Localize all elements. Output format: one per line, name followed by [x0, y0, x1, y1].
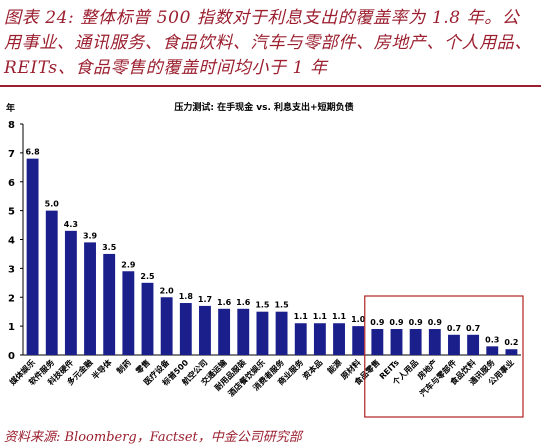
chart-title: 压力测试: 在手现金 vs. 利息支出+短期负债: [174, 101, 353, 113]
bar: [84, 242, 96, 355]
data-label: 0.9: [428, 318, 443, 327]
bar: [352, 326, 365, 355]
data-label: 2.9: [121, 260, 136, 269]
bar: [45, 210, 58, 355]
bar: [275, 311, 288, 355]
y-tick-label: 3: [8, 264, 15, 275]
data-label: 1.5: [255, 301, 270, 310]
bar: [179, 303, 192, 355]
bar: [333, 323, 345, 355]
data-label: 0.7: [447, 324, 461, 333]
data-label: 1.0: [351, 315, 366, 324]
category-label: 制药: [114, 357, 132, 375]
data-label: 1.8: [179, 292, 194, 301]
y-axis-unit: 年: [6, 102, 15, 114]
source-note: 资料来源: Bloomberg，Factset，中金公司研究部: [4, 430, 302, 445]
category-label: 半导体: [90, 357, 115, 382]
data-label: 3.9: [83, 231, 98, 240]
data-label: 1.7: [198, 295, 212, 304]
y-tick-label: 0: [8, 351, 15, 362]
data-label: 5.0: [45, 200, 60, 209]
bar: [371, 329, 384, 355]
highlight-group: [364, 295, 524, 418]
y-tick-label: 6: [8, 178, 15, 189]
bar: [26, 158, 39, 355]
bar: [64, 230, 77, 355]
data-label: 4.3: [64, 220, 78, 229]
y-tick-label: 4: [8, 236, 15, 247]
bar: [160, 297, 173, 355]
bar: [505, 349, 518, 355]
bar: [313, 323, 326, 355]
bar: [467, 334, 480, 355]
y-tick-label: 8: [8, 120, 15, 131]
data-label: 1.1: [294, 312, 309, 321]
heading-rule: [0, 85, 541, 87]
data-label: 0.9: [370, 318, 385, 327]
bar: [294, 323, 307, 355]
data-label: 2.5: [140, 272, 155, 281]
data-label: 1.6: [236, 298, 251, 307]
highlight-box: [364, 295, 524, 418]
data-label: 0.2: [504, 338, 518, 347]
data-label: 1.5: [274, 301, 289, 310]
bar: [218, 308, 231, 355]
bar-series: [26, 158, 518, 355]
data-label: 1.6: [217, 298, 232, 307]
bar: [428, 329, 441, 355]
data-label: 0.3: [485, 335, 499, 344]
data-label: 0.9: [389, 318, 404, 327]
data-label: 0.7: [466, 324, 480, 333]
bar: [448, 334, 460, 355]
data-label: 0.9: [409, 318, 424, 327]
y-tick-label: 7: [8, 149, 15, 160]
bar: [409, 329, 422, 355]
data-labels: 6.8 5.0 4.3 3.9 3.5 2.9 2.5 2.0 1.8 1.7 1.6 1.6 1.5 1…: [25, 148, 518, 348]
bar: [141, 282, 154, 355]
bar: [256, 311, 269, 355]
figure-heading: 图表 24: 整体标普 500 指数对于利息支出的覆盖率为 1.8 年。公用事业…: [4, 8, 532, 78]
y-tick-label: 2: [8, 293, 15, 304]
bar: [103, 253, 116, 355]
bar: [199, 305, 211, 355]
bar: [122, 271, 135, 355]
bar: [237, 308, 250, 355]
y-tick-label: 5: [8, 207, 15, 218]
data-label: 2.0: [160, 286, 175, 295]
bar: [390, 329, 403, 355]
category-label: 资本品: [300, 357, 324, 381]
data-label: 3.5: [102, 243, 117, 252]
data-label: 1.1: [313, 312, 328, 321]
data-label: 6.8: [25, 148, 40, 157]
y-tick-label: 1: [8, 322, 15, 333]
data-label: 1.1: [332, 312, 347, 321]
bar: [486, 346, 499, 355]
